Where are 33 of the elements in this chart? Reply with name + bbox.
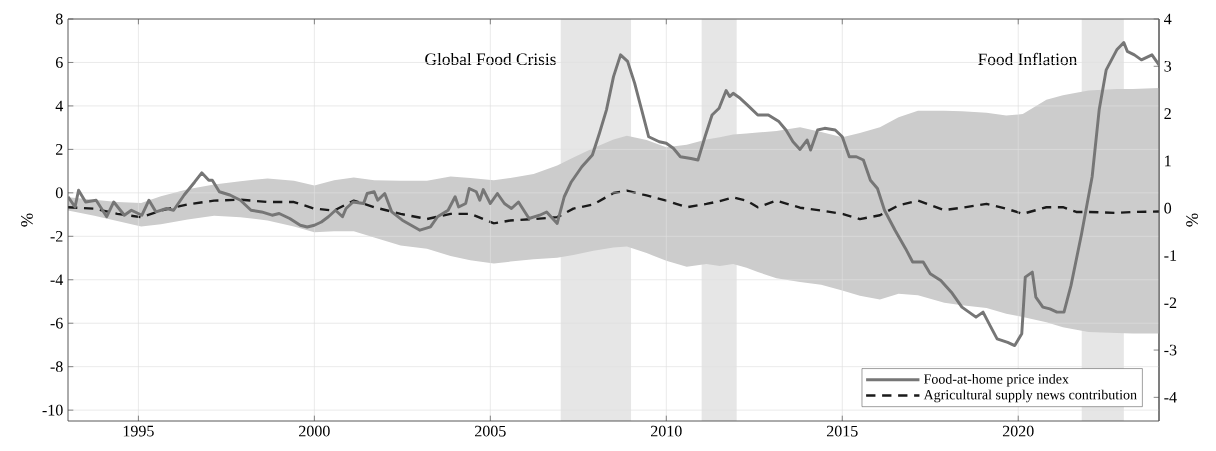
y2-tick-label: -3 xyxy=(1164,344,1177,356)
x-tick-label: 2000 xyxy=(299,425,330,437)
x-tick-label: 2005 xyxy=(475,425,506,437)
y-tick-label: -2 xyxy=(50,230,63,242)
y2-tick-label: -4 xyxy=(1164,392,1177,403)
y2-tick-label: 1 xyxy=(1165,155,1171,167)
legend-label: Food-at-home price index xyxy=(923,373,1069,387)
y-tick-label: -4 xyxy=(50,274,64,286)
line-series xyxy=(68,189,1160,225)
x-tick-label: 2020 xyxy=(1002,425,1034,437)
y2-axis-title: % xyxy=(1186,213,1198,227)
y2-tick-label: 2 xyxy=(1164,108,1171,119)
y-tick-label: -10 xyxy=(42,404,63,416)
y-tick-label: 2 xyxy=(56,144,63,155)
x-tick-label: 2015 xyxy=(826,425,858,437)
legend-label: Agricultural supply news contribution xyxy=(923,389,1137,403)
y-tick-label: -6 xyxy=(50,317,63,329)
band-label: Global Food Crisis xyxy=(425,52,556,66)
y2-tick-label: -1 xyxy=(1164,250,1177,261)
line-series xyxy=(68,41,1160,348)
y-tick-label: 8 xyxy=(55,13,63,25)
band-label: Food Inflation xyxy=(978,52,1078,66)
y-tick-label: 6 xyxy=(55,57,63,68)
y-tick-label: 4 xyxy=(55,100,64,112)
y-tick-label: -8 xyxy=(50,361,63,373)
y2-tick-label: 0 xyxy=(1164,202,1172,214)
y-axis-title: % xyxy=(21,213,33,227)
x-tick-label: 2010 xyxy=(651,425,682,437)
y2-tick-label: -2 xyxy=(1164,297,1177,309)
y-tick-label: 0 xyxy=(55,187,63,199)
x-tick-label: 1995 xyxy=(123,425,154,437)
y2-tick-label: 4 xyxy=(1164,13,1172,25)
y2-tick-label: 3 xyxy=(1164,60,1172,72)
